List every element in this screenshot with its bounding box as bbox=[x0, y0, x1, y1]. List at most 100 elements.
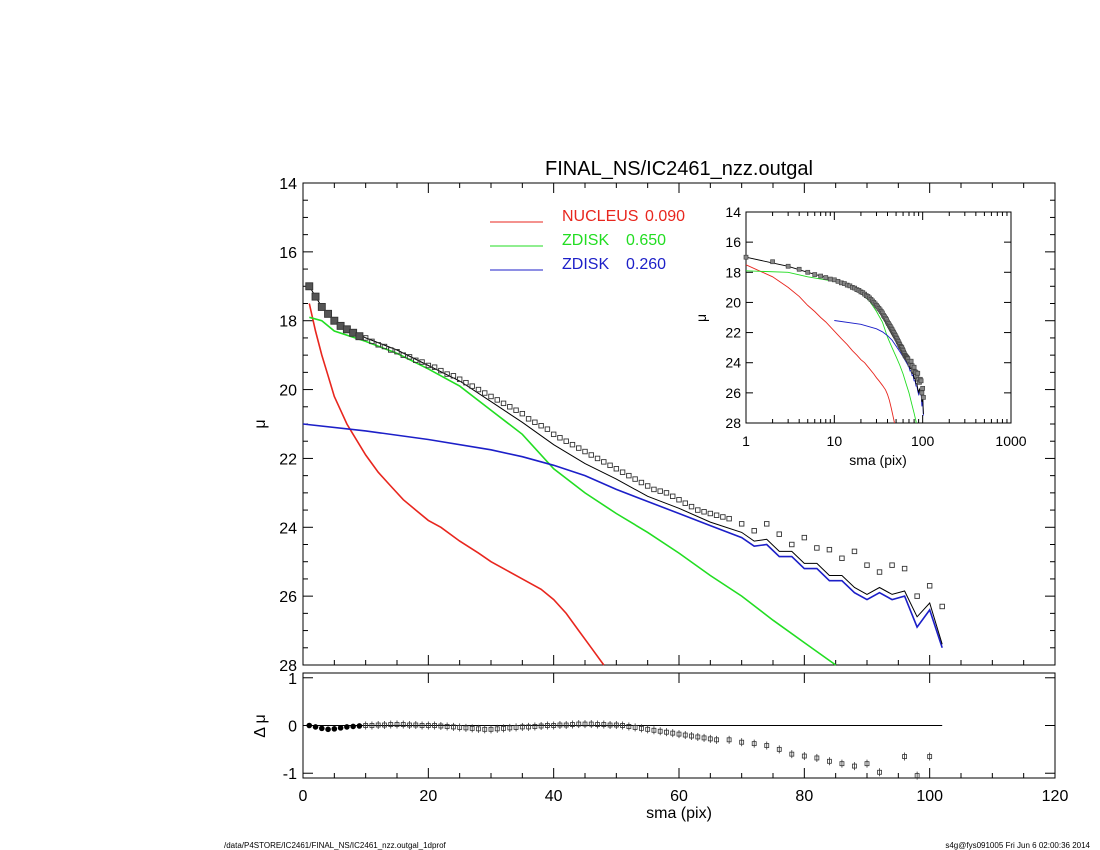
data-point bbox=[695, 507, 701, 513]
series-line bbox=[308, 303, 605, 666]
data-point bbox=[726, 515, 732, 522]
inset-data-point bbox=[919, 390, 925, 396]
residual-point bbox=[425, 723, 431, 728]
inset-data-points bbox=[743, 254, 926, 400]
residual-point bbox=[413, 722, 419, 728]
inset-y-tick-label: 14 bbox=[725, 204, 741, 220]
inset-data-point bbox=[796, 266, 802, 272]
inset-log-panel: 14 16 18 20 22 24 26 28 1 10 100 1000 μ sma (pix) bbox=[693, 204, 1027, 468]
data-point bbox=[651, 486, 657, 493]
data-point bbox=[494, 397, 500, 403]
inset-data-point bbox=[785, 263, 791, 269]
data-point bbox=[876, 569, 883, 575]
residual-point bbox=[839, 761, 845, 767]
data-point bbox=[670, 493, 676, 499]
residual-point bbox=[407, 722, 412, 728]
inset-x-tick-label: 1000 bbox=[995, 433, 1026, 449]
inset-data-point bbox=[920, 385, 926, 391]
main-axis-ticks bbox=[302, 182, 1056, 666]
y-tick-label: 26 bbox=[279, 589, 297, 606]
data-point bbox=[532, 419, 538, 425]
residual-point bbox=[501, 725, 506, 731]
residual-point bbox=[739, 739, 745, 745]
data-point bbox=[814, 545, 820, 551]
data-point bbox=[644, 483, 651, 489]
y-tick-label: 24 bbox=[279, 520, 297, 537]
data-point bbox=[926, 583, 933, 589]
y-tick-label: 1 bbox=[288, 671, 297, 688]
legend-label: ZDISK bbox=[562, 256, 609, 273]
data-point bbox=[701, 509, 707, 515]
y-tick-label: 16 bbox=[279, 245, 297, 262]
inset-y-tick-label: 24 bbox=[725, 355, 741, 371]
data-point bbox=[789, 541, 795, 548]
x-tick-label: 100 bbox=[916, 788, 943, 805]
residual-point bbox=[676, 731, 682, 737]
residual-point bbox=[689, 733, 694, 739]
data-point bbox=[901, 565, 908, 572]
legend-label: NUCLEUS bbox=[562, 208, 638, 225]
data-point bbox=[607, 462, 613, 469]
data-point bbox=[582, 448, 588, 455]
data-point bbox=[507, 404, 513, 410]
data-point bbox=[939, 603, 945, 610]
residual-point bbox=[476, 726, 481, 732]
residual-point bbox=[382, 722, 387, 728]
inset-x-tick-label: 1 bbox=[742, 433, 750, 449]
inset-data-point bbox=[827, 276, 833, 282]
residual-point bbox=[764, 743, 770, 748]
series-line bbox=[302, 423, 943, 649]
data-point bbox=[550, 431, 557, 438]
inset-y-tick-label: 26 bbox=[725, 385, 741, 401]
data-point bbox=[400, 352, 406, 358]
residual-point bbox=[457, 725, 463, 730]
residual-point bbox=[864, 761, 870, 767]
data-point bbox=[889, 562, 895, 568]
residual-point bbox=[877, 769, 882, 775]
inset-data-point bbox=[918, 378, 924, 384]
x-tick-label: 80 bbox=[795, 788, 813, 805]
data-point bbox=[450, 373, 457, 379]
residual-point bbox=[344, 724, 350, 730]
inset-data-point bbox=[908, 358, 914, 364]
residual-point bbox=[325, 726, 331, 733]
residual-point bbox=[551, 723, 557, 728]
legend-value: 0.650 bbox=[626, 232, 666, 249]
data-point bbox=[406, 354, 413, 360]
residual-point bbox=[394, 722, 400, 727]
residual-point bbox=[545, 723, 550, 728]
data-point bbox=[707, 510, 714, 517]
residual-point bbox=[532, 724, 538, 729]
x-tick-label: 40 bbox=[545, 788, 563, 805]
residual-point bbox=[363, 723, 369, 728]
data-point bbox=[626, 472, 632, 479]
data-point bbox=[619, 469, 626, 475]
data-point bbox=[381, 343, 388, 350]
data-point bbox=[588, 452, 594, 458]
legend-value: 0.090 bbox=[645, 208, 685, 225]
residual-point bbox=[356, 723, 363, 729]
x-tick-label: 0 bbox=[299, 788, 308, 805]
residual-point bbox=[701, 735, 707, 741]
residual-point bbox=[726, 737, 732, 743]
data-point bbox=[330, 316, 339, 325]
data-point bbox=[839, 555, 845, 561]
data-point bbox=[305, 282, 314, 291]
series-line bbox=[309, 316, 837, 666]
residual-point bbox=[927, 754, 933, 759]
data-point bbox=[751, 528, 757, 534]
data-point bbox=[362, 335, 369, 341]
residual-point bbox=[801, 753, 807, 759]
inset-y-tick-label: 18 bbox=[725, 264, 741, 280]
data-point bbox=[538, 423, 544, 429]
inset-data-point bbox=[921, 395, 926, 400]
data-point bbox=[914, 593, 920, 599]
data-point bbox=[613, 466, 620, 472]
data-point bbox=[688, 503, 695, 510]
residual-point bbox=[469, 725, 475, 731]
residual-point bbox=[450, 724, 456, 730]
residual-point bbox=[714, 737, 719, 743]
main-profile-panel: FINAL_NS/IC2461_nzz.outgal 14 16 18 20 22 24 2… bbox=[252, 158, 1056, 675]
residual-point bbox=[776, 746, 782, 752]
